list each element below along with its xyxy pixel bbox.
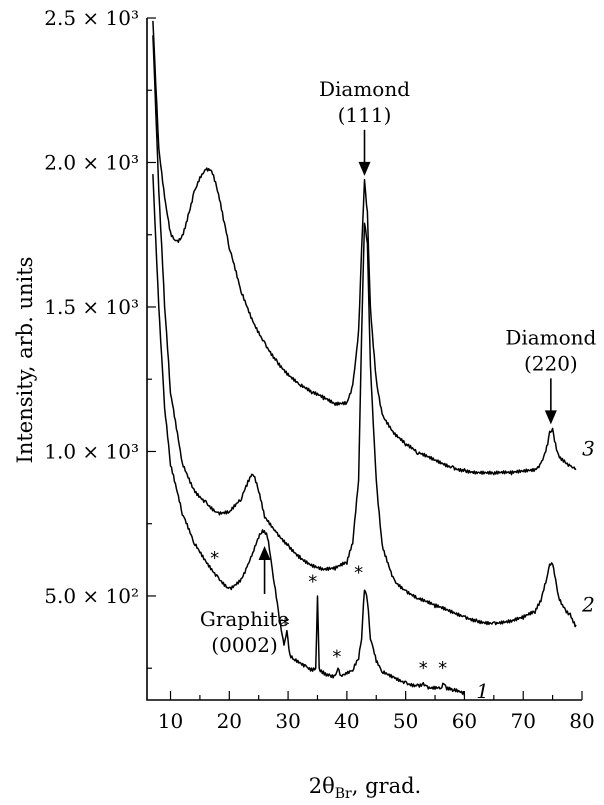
axis-frame (146, 18, 582, 701)
star-markers: * * * * * * * (210, 548, 447, 679)
x-axis-ticks: 10 20 30 40 50 60 70 80 (158, 691, 595, 733)
x-tick-label: 70 (510, 709, 535, 733)
series-line-1 (152, 174, 466, 696)
star-marker: * (210, 548, 219, 569)
y-tick-label: 5.0 × 10² (44, 584, 139, 608)
curve-labels: 1 2 3 (476, 436, 595, 703)
x-tick-label: 30 (275, 709, 300, 733)
star-marker: * (308, 571, 317, 592)
series-line-2 (152, 35, 577, 628)
annotation-graphite-0002: Graphite(0002) (200, 545, 289, 657)
annotation-line2: (220) (524, 351, 578, 375)
annotation-arrow-head (358, 161, 371, 176)
y-tick-label: 2.0 × 10³ (44, 150, 139, 174)
annotation-line2: (0002) (211, 633, 278, 657)
series-line-3 (152, 20, 577, 476)
x-axis-title: 2θBr, grad. (309, 774, 421, 802)
curve-label-1: 1 (476, 679, 489, 703)
x-tick-label: 40 (334, 709, 359, 733)
x-tick-label: 80 (569, 709, 594, 733)
y-axis-title: Intensity, arb. units (13, 257, 37, 464)
star-marker: * (354, 563, 363, 584)
x-tick-label: 50 (393, 709, 418, 733)
star-marker: * (438, 658, 447, 679)
annotation-arrow-head (258, 545, 271, 560)
star-marker: * (281, 615, 290, 636)
y-tick-label: 1.0 × 10³ (44, 439, 139, 463)
star-marker: * (419, 658, 428, 679)
annotation-line2: (111) (338, 103, 392, 127)
annotation-line1: Graphite (200, 607, 289, 631)
star-marker: * (332, 646, 341, 667)
curve-label-3: 3 (582, 436, 595, 460)
plot-area: 10 20 30 40 50 60 70 80 5.0 × 10² 1.0 × 10³ 1.5 ×… (44, 6, 596, 733)
x-tick-label: 60 (452, 709, 477, 733)
y-tick-label: 1.5 × 10³ (44, 295, 139, 319)
curve-label-2: 2 (581, 593, 595, 617)
series-layer (152, 20, 577, 696)
y-axis-ticks: 5.0 × 10² 1.0 × 10³ 1.5 × 10³ 2.0 × 10³ 2.5 … (44, 6, 156, 669)
y-tick-label: 2.5 × 10³ (44, 6, 139, 30)
annotation-layer: Diamond(111)Diamond(220)Graphite(0002) (200, 77, 597, 657)
annotation-line1: Diamond (505, 325, 596, 349)
annotation-diamond-220: Diamond(220) (505, 325, 597, 425)
annotation-line1: Diamond (319, 77, 410, 101)
x-tick-label: 20 (217, 709, 242, 733)
annotation-diamond-111: Diamond(111) (319, 77, 410, 176)
annotation-arrow-head (544, 410, 557, 425)
x-tick-label: 10 (158, 709, 183, 733)
